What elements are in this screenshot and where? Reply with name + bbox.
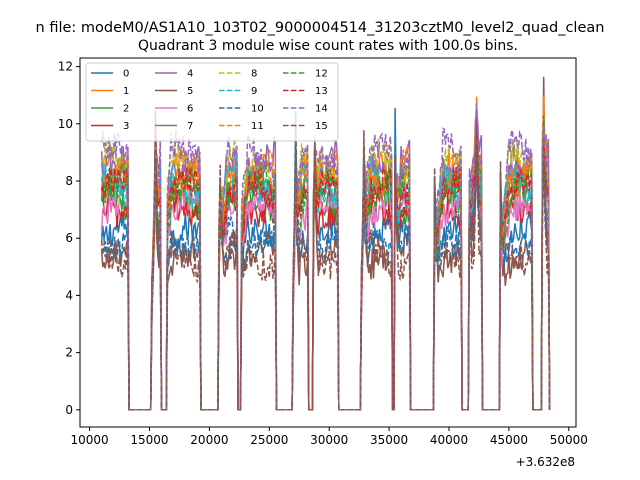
x-tick-label: 15000 [130, 433, 168, 447]
legend-label-3: 3 [123, 121, 129, 132]
legend-label-15: 15 [315, 121, 328, 132]
figure-suptitle: n file: modeM0/AS1A10_103T02_9000004514_… [36, 20, 605, 36]
y-tick-label: 4 [65, 288, 73, 302]
series-line-15 [100, 108, 551, 411]
legend-label-6: 6 [187, 104, 193, 115]
legend-label-13: 13 [315, 86, 328, 97]
y-tick-label: 6 [65, 231, 73, 245]
legend-label-9: 9 [251, 86, 257, 97]
x-tick-label: 40000 [430, 433, 468, 447]
y-tick-label: 2 [65, 346, 73, 360]
legend-label-10: 10 [251, 104, 264, 115]
x-offset-label: +3.632e8 [516, 455, 575, 469]
y-axis: 0 2 4 6 8 10 12 [58, 60, 80, 417]
x-tick-label: 35000 [370, 433, 408, 447]
legend-label-11: 11 [251, 121, 264, 132]
x-tick-label: 25000 [250, 433, 288, 447]
y-tick-label: 8 [65, 174, 73, 188]
x-tick-label: 30000 [310, 433, 348, 447]
legend-label-8: 8 [251, 69, 257, 80]
y-tick-label: 12 [58, 60, 73, 74]
y-tick-label: 0 [65, 403, 73, 417]
legend-label-1: 1 [123, 86, 129, 97]
y-tick-label: 10 [58, 117, 73, 131]
series-line-13 [100, 119, 551, 411]
legend-label-5: 5 [187, 86, 193, 97]
x-tick-label: 50000 [550, 433, 588, 447]
x-tick-label: 45000 [490, 433, 528, 447]
legend-label-2: 2 [123, 104, 129, 115]
x-tick-label: 20000 [190, 433, 228, 447]
legend-label-4: 4 [187, 69, 193, 80]
x-axis: 10000 15000 20000 25000 30000 35000 40000 45000… [70, 427, 588, 447]
legend-label-7: 7 [187, 121, 193, 132]
x-tick-label: 10000 [70, 433, 108, 447]
legend-box [85, 62, 339, 142]
plot-frame [79, 57, 577, 428]
series-line-12 [101, 115, 551, 411]
chart-title: Quadrant 3 module wise count rates with … [138, 38, 518, 54]
legend-label-0: 0 [123, 69, 129, 80]
legend-label-14: 14 [315, 104, 328, 115]
legend-label-12: 12 [315, 69, 328, 80]
